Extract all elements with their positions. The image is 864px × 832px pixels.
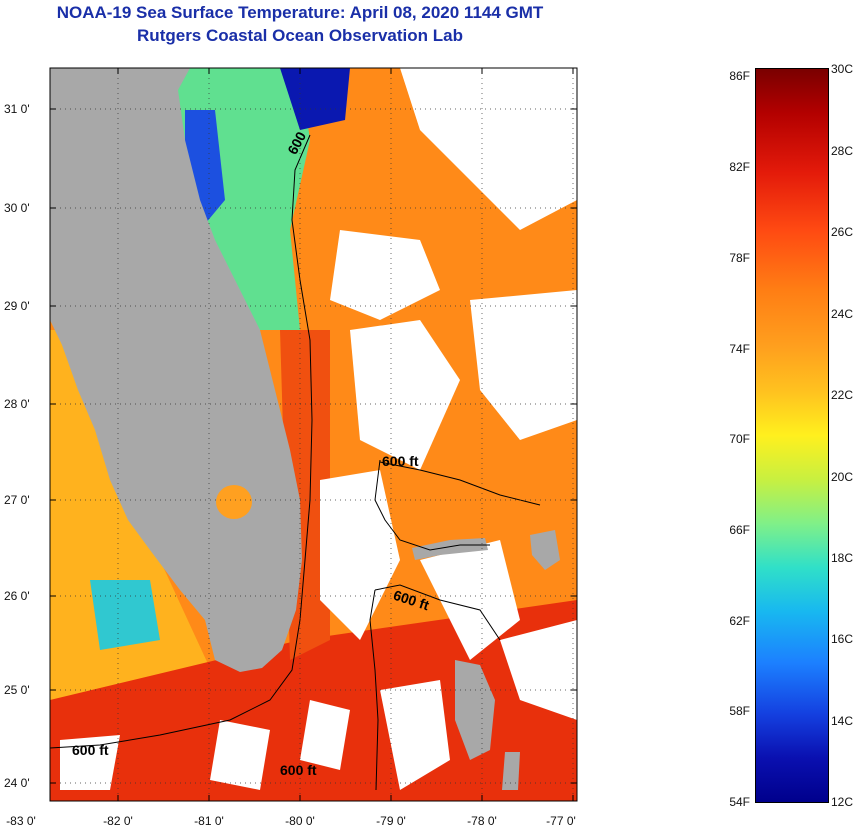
lon-label: -77 0' — [546, 814, 576, 828]
lat-label: 27 0' — [4, 493, 30, 507]
contour-label: 600 ft — [280, 762, 317, 778]
colorbar-f-label: 82F — [729, 160, 750, 174]
lon-label: -80 0' — [285, 814, 315, 828]
colorbar-f-label: 78F — [729, 251, 750, 265]
colorbar-c-label: 26C — [831, 225, 854, 239]
lat-label: 25 0' — [4, 683, 30, 697]
lon-label: -83 0' — [6, 814, 36, 828]
grand-bahama — [412, 538, 488, 560]
colorbar-c-label: 24C — [831, 307, 854, 321]
colorbar-f-label: 58F — [729, 704, 750, 718]
colorbar-f-label: 62F — [729, 614, 750, 628]
colorbar-f-label: 66F — [729, 523, 750, 537]
colorbar-c-label: 12C — [831, 795, 854, 809]
colorbar-f-label: 54F — [729, 795, 750, 809]
colorbar-c-label: 16C — [831, 632, 854, 646]
colorbar-c-label: 20C — [831, 470, 854, 484]
colorbar-c-label: 14C — [831, 714, 854, 728]
lat-label: 26 0' — [4, 589, 30, 603]
lat-label: 29 0' — [4, 299, 30, 313]
lon-label: -78 0' — [467, 814, 497, 828]
lon-label: -79 0' — [376, 814, 406, 828]
lat-label: 24 0' — [4, 776, 30, 790]
contour-label: 600 ft — [72, 742, 109, 758]
colorbar-f-label: 74F — [729, 342, 750, 356]
lat-label: 31 0' — [4, 102, 30, 116]
lake-okeechobee — [216, 485, 252, 519]
colorbar-c-label: 30C — [831, 62, 854, 76]
lat-label: 28 0' — [4, 397, 30, 411]
colorbar — [755, 68, 829, 803]
contour-label: 600 ft — [382, 453, 419, 469]
axis-ticks — [50, 68, 577, 801]
chart-title: NOAA-19 Sea Surface Temperature: April 0… — [56, 3, 544, 22]
island-south — [502, 752, 520, 790]
chart-subtitle: Rutgers Coastal Ocean Observation Lab — [137, 26, 463, 45]
colorbar-c-label: 22C — [831, 388, 854, 402]
lon-label: -82 0' — [103, 814, 133, 828]
colorbar-c-label: 28C — [831, 144, 854, 158]
cool-gulf-patch — [90, 580, 160, 650]
cloud-cover — [60, 68, 577, 790]
lat-label: 30 0' — [4, 201, 30, 215]
map-frame — [49, 67, 578, 802]
andros-island — [455, 660, 495, 760]
colorbar-c-label: 18C — [831, 551, 854, 565]
colorbar-f-label: 86F — [729, 69, 750, 83]
great-abaco — [530, 530, 560, 570]
graticule — [50, 68, 577, 801]
lon-label: -81 0' — [194, 814, 224, 828]
cold-water-north — [280, 68, 350, 130]
florida-land — [50, 68, 302, 672]
colorbar-f-label: 70F — [729, 432, 750, 446]
